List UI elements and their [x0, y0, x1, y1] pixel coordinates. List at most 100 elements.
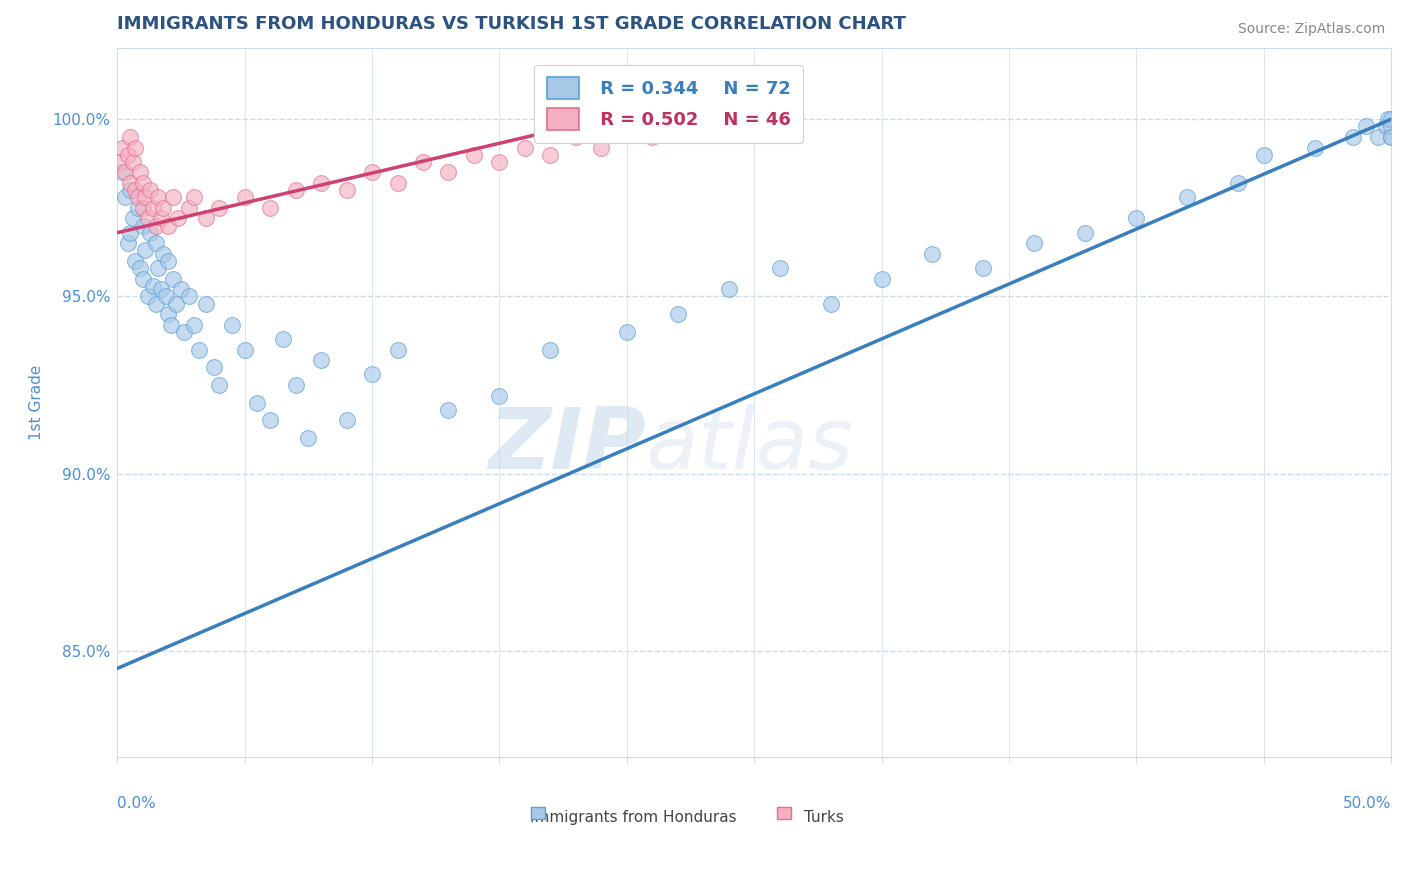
Point [136, 289, 159, 303]
Point [1379, 130, 1402, 145]
Point [149, 211, 172, 226]
Point [136, 211, 159, 226]
Point [155, 289, 177, 303]
Point [921, 247, 943, 261]
Point [463, 147, 485, 161]
Point [152, 201, 174, 215]
Point [616, 325, 638, 339]
Text: 0.0%: 0.0% [117, 796, 156, 811]
Point [641, 130, 664, 145]
Point [1375, 120, 1398, 134]
Point [1367, 130, 1389, 145]
Point [183, 190, 205, 204]
Point [1341, 130, 1364, 145]
Point [233, 343, 256, 357]
Point [309, 353, 332, 368]
Point [271, 332, 294, 346]
Point [297, 431, 319, 445]
Point [111, 141, 134, 155]
Point [717, 282, 740, 296]
Bar [531, 806, 546, 820]
Point [361, 165, 384, 179]
Point [165, 296, 187, 310]
Point [437, 402, 460, 417]
Point [1253, 147, 1275, 161]
Text: IMMIGRANTS FROM HONDURAS VS TURKISH 1ST GRADE CORRELATION CHART: IMMIGRANTS FROM HONDURAS VS TURKISH 1ST … [117, 15, 907, 33]
Point [157, 307, 180, 321]
Point [121, 154, 143, 169]
Point [309, 176, 332, 190]
Point [666, 112, 689, 127]
Point [114, 165, 136, 179]
Bar [778, 806, 790, 820]
Point [336, 413, 359, 427]
Point [120, 176, 142, 190]
Point [972, 261, 994, 276]
Y-axis label: 1st Grade: 1st Grade [30, 365, 44, 441]
Point [246, 395, 269, 409]
Point [170, 282, 193, 296]
Point [132, 219, 155, 233]
Text: ZIP: ZIP [488, 404, 645, 487]
Point [538, 343, 561, 357]
Point [132, 201, 155, 215]
Point [145, 219, 167, 233]
Point [157, 219, 180, 233]
Text: Immigrants from Honduras: Immigrants from Honduras [530, 810, 737, 825]
Point [173, 325, 195, 339]
Point [195, 211, 218, 226]
Point [208, 378, 231, 392]
Point [129, 261, 152, 276]
Point [162, 190, 184, 204]
Text: Source: ZipAtlas.com: Source: ZipAtlas.com [1237, 22, 1385, 37]
Point [1074, 226, 1097, 240]
Point [111, 165, 134, 179]
Point [142, 278, 165, 293]
Point [387, 343, 409, 357]
Point [152, 247, 174, 261]
Point [145, 236, 167, 251]
Point [167, 211, 190, 226]
Point [666, 307, 689, 321]
Point [127, 201, 149, 215]
Point [124, 141, 146, 155]
Text: 50.0%: 50.0% [1343, 796, 1391, 811]
Point [1303, 141, 1326, 155]
Point [1354, 120, 1376, 134]
Point [139, 226, 162, 240]
Point [387, 176, 409, 190]
Point [437, 165, 460, 179]
Point [134, 190, 156, 204]
Point [117, 147, 139, 161]
Legend:  R = 0.344    N = 72,  R = 0.502    N = 46: R = 0.344 N = 72, R = 0.502 N = 46 [534, 64, 803, 143]
Point [177, 289, 200, 303]
Point [127, 190, 149, 204]
Point [142, 201, 165, 215]
Point [117, 236, 139, 251]
Point [139, 183, 162, 197]
Point [284, 378, 307, 392]
Point [233, 190, 256, 204]
Point [208, 201, 231, 215]
Point [114, 190, 136, 204]
Point [149, 282, 172, 296]
Point [538, 147, 561, 161]
Point [120, 226, 142, 240]
Point [1175, 190, 1198, 204]
Point [134, 244, 156, 258]
Point [591, 141, 613, 155]
Point [202, 360, 225, 375]
Point [488, 389, 510, 403]
Point [187, 343, 209, 357]
Point [769, 261, 792, 276]
Point [162, 271, 184, 285]
Point [132, 271, 155, 285]
Point [108, 154, 131, 169]
Point [120, 130, 142, 145]
Text: atlas: atlas [645, 404, 853, 487]
Point [616, 120, 638, 134]
Point [1024, 236, 1046, 251]
Point [259, 201, 281, 215]
Point [412, 154, 434, 169]
Point [221, 318, 243, 332]
